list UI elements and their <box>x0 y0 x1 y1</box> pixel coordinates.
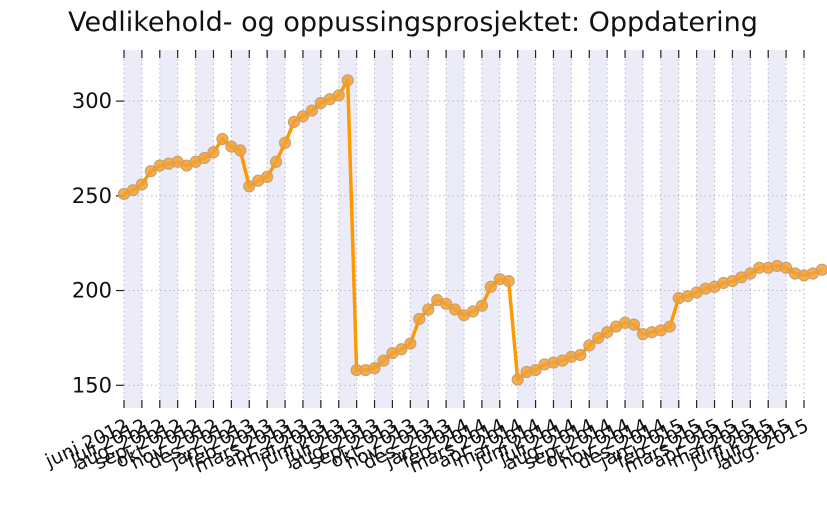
background-band <box>267 50 286 408</box>
data-point <box>234 144 247 157</box>
data-point <box>583 339 596 352</box>
background-band <box>374 50 393 408</box>
data-point <box>287 115 301 129</box>
background-band <box>553 50 572 408</box>
background-band <box>302 50 321 408</box>
data-point <box>135 178 148 191</box>
data-point <box>395 343 408 356</box>
data-point <box>207 146 220 159</box>
background-band <box>625 50 643 408</box>
data-point <box>502 274 515 288</box>
background-band <box>732 50 751 408</box>
background-band <box>446 50 464 408</box>
data-point <box>144 165 157 178</box>
background-band <box>660 50 679 408</box>
data-point <box>448 303 462 316</box>
background-band <box>338 50 357 408</box>
data-point <box>243 180 256 193</box>
background-band <box>159 50 178 408</box>
data-point <box>592 331 605 345</box>
data-point <box>216 132 229 146</box>
data-point <box>440 297 453 310</box>
data-point <box>466 305 480 318</box>
data-point <box>815 263 827 276</box>
y-axis: 150 200 250 300 <box>72 89 124 397</box>
data-point <box>377 354 390 367</box>
background-band <box>517 50 536 408</box>
background-bands <box>124 50 787 408</box>
data-point <box>341 74 354 87</box>
data-point <box>601 326 614 339</box>
background-band <box>696 50 715 408</box>
background-band <box>481 50 500 408</box>
data-point <box>744 267 757 280</box>
data-point <box>574 348 587 362</box>
y-tick-label: 150 <box>72 373 112 397</box>
background-band <box>768 50 787 408</box>
data-point <box>627 318 641 331</box>
data-point <box>270 155 283 168</box>
y-tick-label: 250 <box>72 184 112 208</box>
data-point <box>198 151 211 165</box>
data-point <box>332 89 345 102</box>
data-point <box>404 337 417 350</box>
background-band <box>589 50 608 408</box>
chart-title: Vedlikehold- og oppussingsprosjektet: Op… <box>68 7 758 38</box>
data-point <box>780 261 793 274</box>
y-tick-label: 300 <box>72 89 112 113</box>
data-point <box>278 136 292 149</box>
data-point <box>529 364 542 377</box>
data-point <box>422 303 435 316</box>
background-band <box>195 50 214 408</box>
data-point <box>368 362 381 375</box>
background-band <box>410 50 429 408</box>
data-point <box>484 280 497 293</box>
data-point <box>511 373 524 386</box>
data-points <box>117 74 827 386</box>
background-band <box>124 50 142 408</box>
data-point <box>261 170 274 184</box>
y-tick-label: 200 <box>72 279 112 303</box>
data-point <box>475 299 488 312</box>
data-point <box>413 312 426 326</box>
data-point <box>663 320 676 333</box>
data-point <box>296 110 310 123</box>
series-line-path <box>123 78 823 382</box>
background-band <box>231 50 250 408</box>
data-point <box>305 104 318 117</box>
series-line <box>123 78 823 382</box>
data-point <box>126 184 140 197</box>
